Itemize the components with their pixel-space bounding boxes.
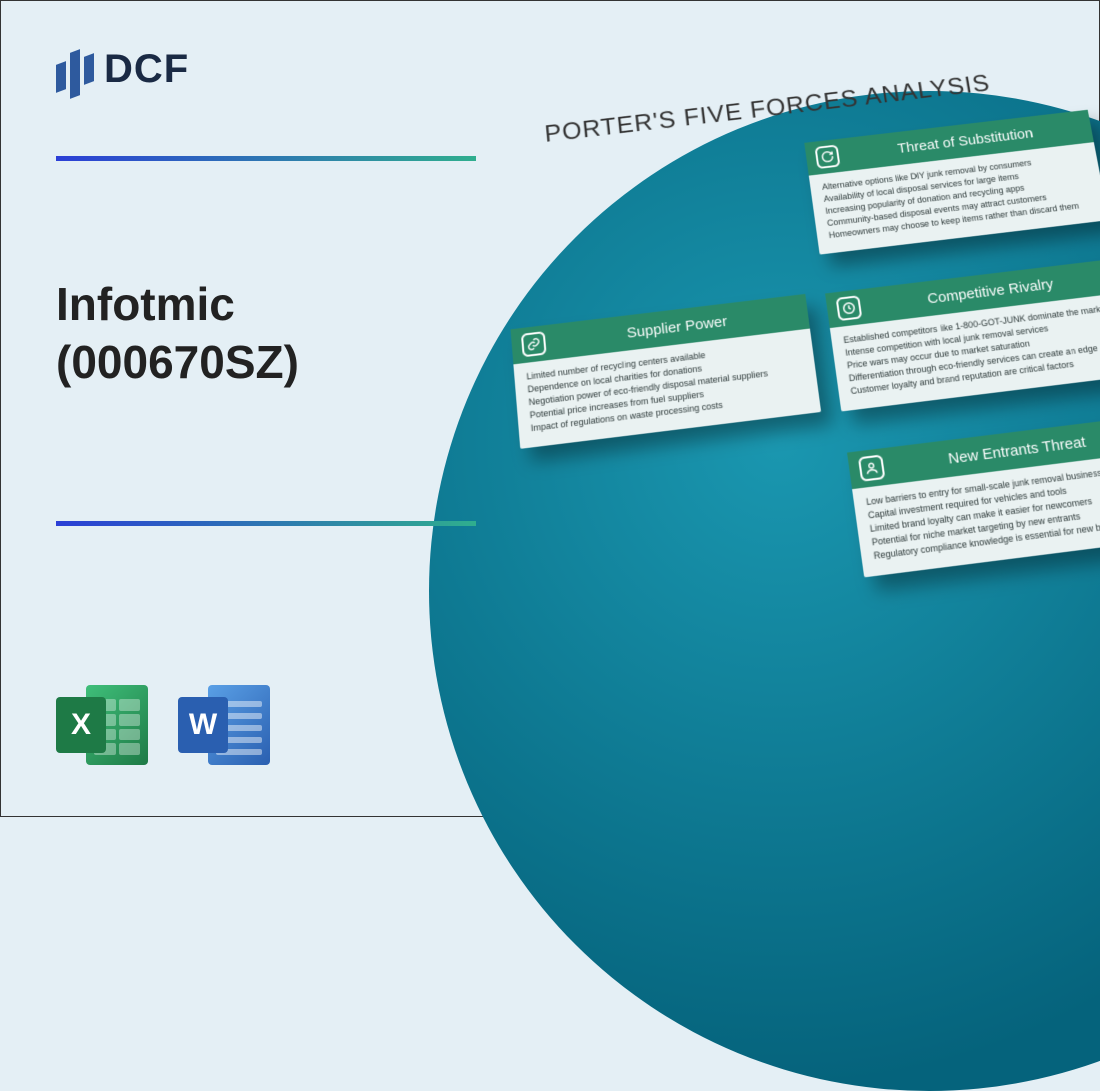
card-threat-substitution: Threat of Substitution Alternative optio… — [804, 110, 1100, 255]
file-icons: X W — [56, 679, 270, 771]
clock-icon — [836, 295, 863, 321]
card-new-entrants: New Entrants Threat Low barriers to entr… — [847, 416, 1100, 578]
brand-logo-text: DCF — [104, 47, 189, 92]
card-supplier-power: Supplier Power Limited number of recycli… — [511, 294, 822, 449]
card-body: Limited number of recycling centers avai… — [513, 329, 821, 450]
excel-letter: X — [56, 697, 106, 753]
title-line-1: Infotmic — [56, 276, 299, 334]
excel-icon: X — [56, 679, 148, 771]
divider-bottom — [56, 521, 476, 526]
word-icon: W — [178, 679, 270, 771]
card-competitive-rivalry: Competitive Rivalry Established competit… — [825, 259, 1100, 412]
card-title: New Entrants Threat — [893, 426, 1100, 474]
word-letter: W — [178, 697, 228, 753]
page-title: Infotmic (000670SZ) — [56, 276, 299, 391]
forces-stage: PORTER'S FIVE FORCES ANALYSIS Supplier P… — [499, 61, 1100, 701]
title-line-2: (000670SZ) — [56, 334, 299, 392]
brand-logo-mark — [56, 41, 94, 97]
divider-top — [56, 156, 476, 161]
brand-logo: DCF — [56, 41, 189, 97]
link-icon — [521, 331, 547, 357]
user-icon — [858, 454, 886, 481]
refresh-icon — [815, 145, 841, 170]
